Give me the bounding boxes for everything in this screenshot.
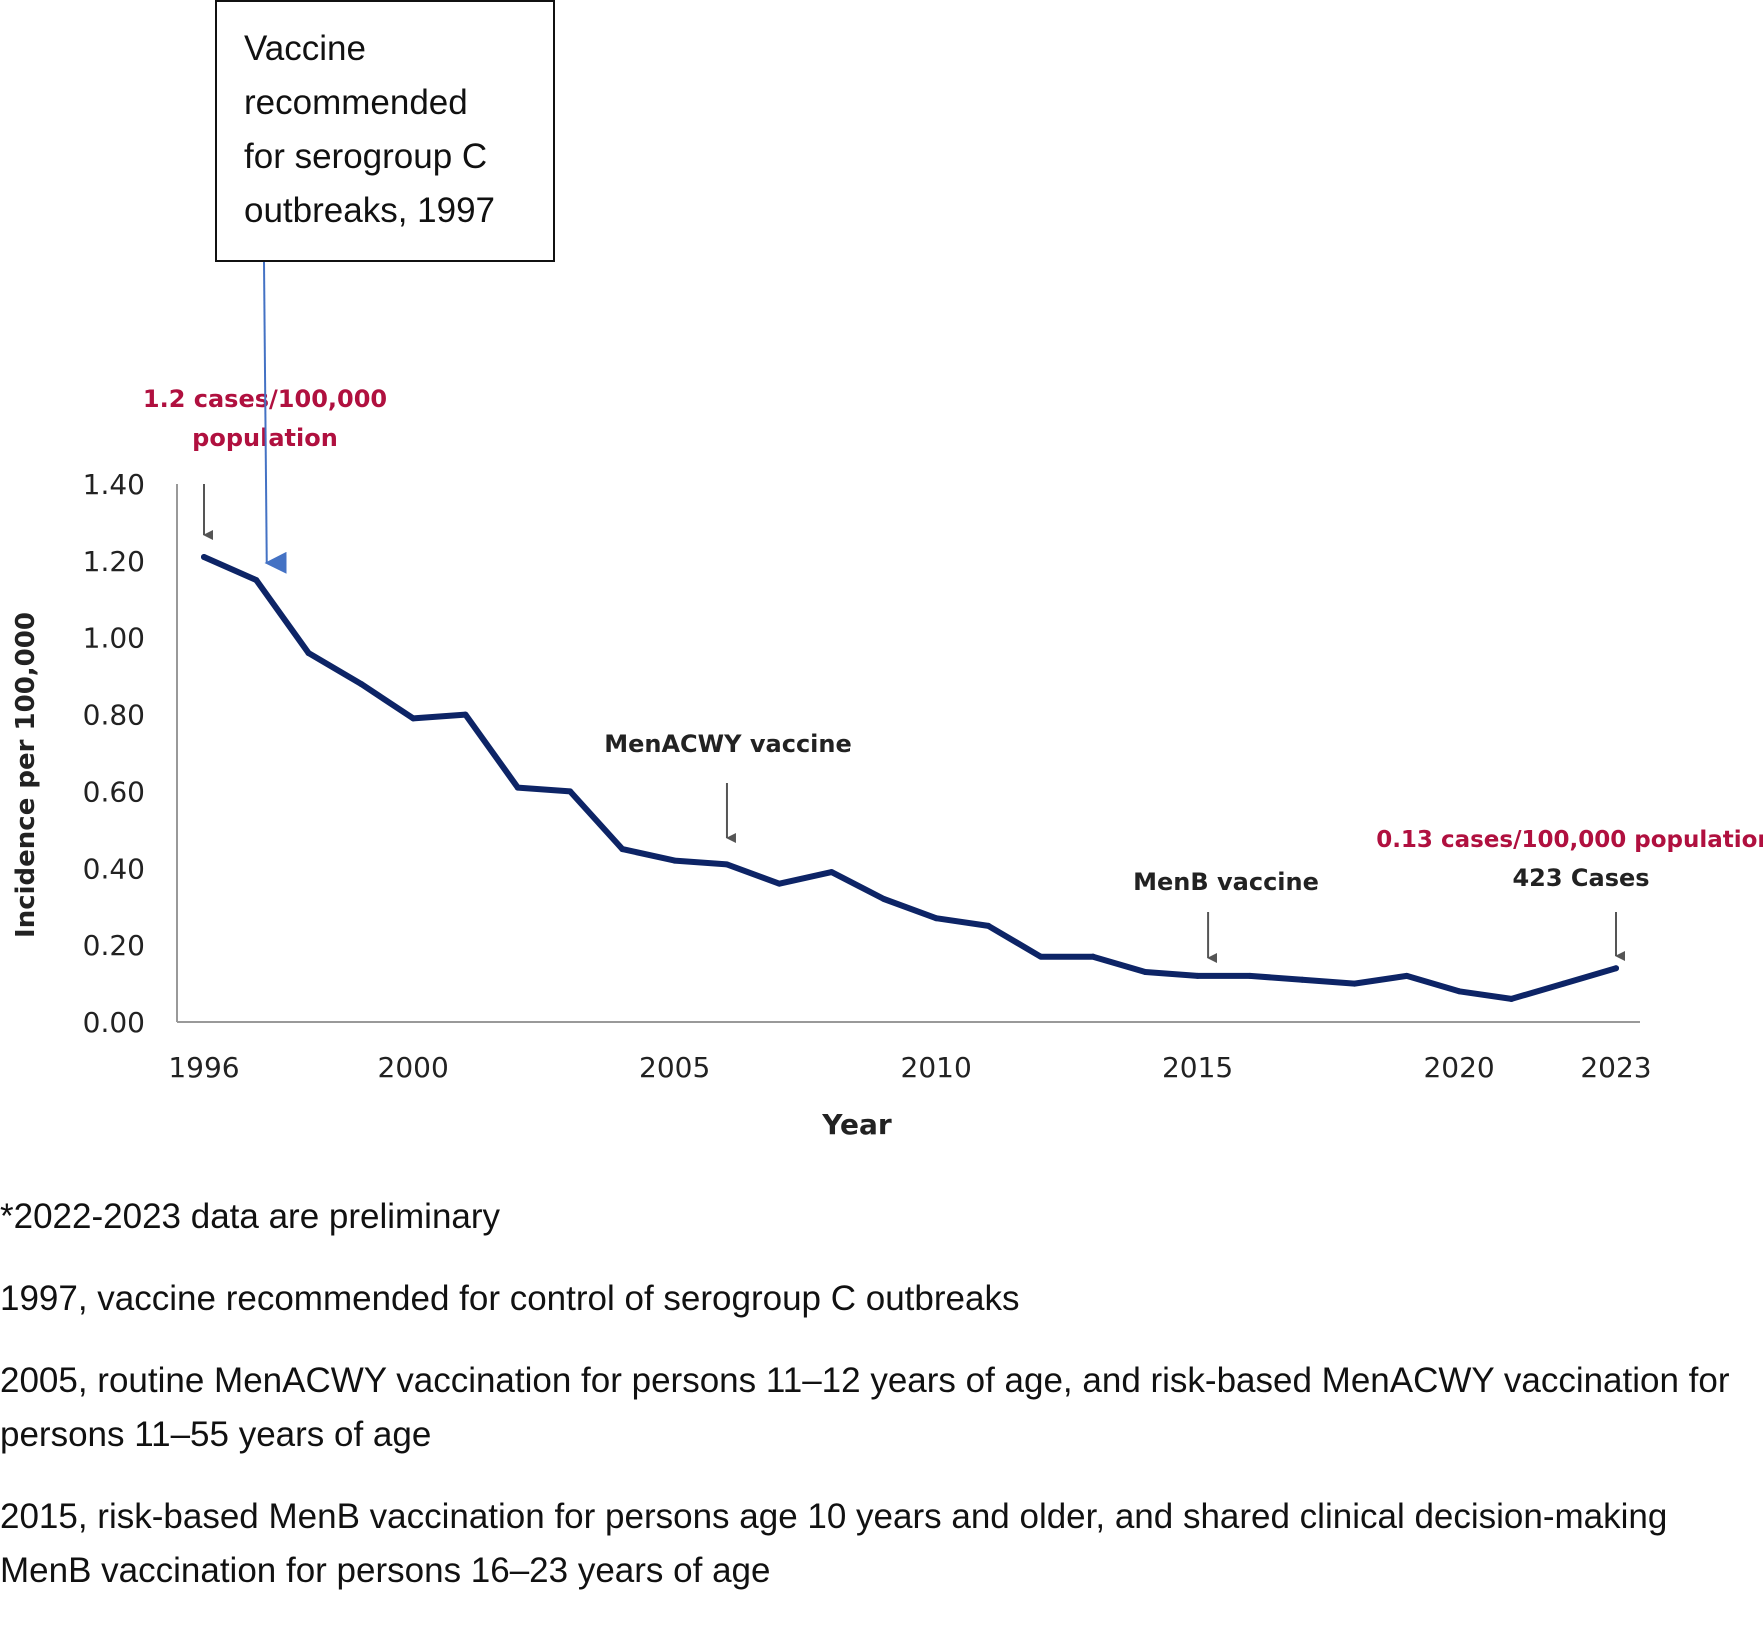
annotation-label-end: 0.13 cases/100,000 population: [1376, 827, 1763, 853]
data-point: [1090, 953, 1097, 960]
x-tick-label: 1996: [168, 1051, 239, 1084]
footnotes: *2022-2023 data are preliminary 1997, va…: [0, 1190, 1760, 1626]
callout-arrow: [263, 261, 287, 574]
footnote-preliminary: *2022-2023 data are preliminary: [0, 1197, 501, 1236]
callout-line: recommended: [244, 83, 468, 122]
axes: [176, 484, 1640, 1023]
data-point: [880, 896, 887, 903]
data-point: [410, 715, 417, 722]
data-point: [776, 880, 783, 887]
annotation-label-menb: MenB vaccine: [1133, 868, 1319, 896]
callout-line: for serogroup C: [244, 137, 488, 176]
y-tick-label: 1.00: [83, 622, 145, 655]
data-point: [1299, 976, 1306, 983]
annotation-label-cases: 423 Cases: [1512, 864, 1649, 892]
data-point: [671, 857, 678, 864]
x-tick-label: 2010: [901, 1051, 972, 1084]
data-point: [723, 861, 730, 868]
y-tick-label: 1.40: [83, 468, 145, 501]
data-point: [828, 869, 835, 876]
y-tick-labels: 0.00 0.20 0.40 0.60 0.80 1.00 1.20 1.40: [83, 468, 145, 1039]
data-point: [1194, 972, 1201, 979]
data-point: [933, 915, 940, 922]
y-tick-label: 0.80: [83, 699, 145, 732]
x-tick-labels: 1996 2000 2005 2010 2015 2020 2023: [168, 1051, 1651, 1084]
data-point: [253, 577, 260, 584]
x-tick-label: 2000: [378, 1051, 449, 1084]
data-point: [462, 711, 469, 718]
x-tick-label: 2005: [639, 1051, 710, 1084]
data-point: [1613, 965, 1619, 972]
y-tick-label: 0.60: [83, 775, 145, 808]
x-axis-label: Year: [821, 1108, 892, 1141]
data-point: [567, 788, 574, 795]
data-point: [1037, 953, 1044, 960]
y-tick-label: 0.00: [83, 1006, 145, 1039]
data-point: [1142, 969, 1149, 976]
x-tick-label: 2015: [1162, 1051, 1233, 1084]
y-tick-label: 1.20: [83, 545, 145, 578]
callout-line: Vaccine: [244, 29, 366, 68]
data-point: [1246, 972, 1253, 979]
x-tick-label: 2020: [1423, 1051, 1494, 1084]
data-point: [357, 680, 364, 687]
data-point: [1456, 988, 1463, 995]
chart: 0.00 0.20 0.40 0.60 0.80 1.00 1.20 1.40 1996 200…: [11, 261, 1763, 1141]
data-point: [985, 922, 992, 929]
footnote-2005: 2005, routine MenACWY vaccination for pe…: [0, 1361, 1730, 1454]
y-axis-label: Incidence per 100,000: [11, 612, 41, 938]
annotation-label-menacwy: MenACWY vaccine: [604, 730, 852, 758]
data-point: [305, 650, 312, 657]
data-point: [619, 846, 626, 853]
footnote-1997: 1997, vaccine recommended for control of…: [0, 1279, 1020, 1318]
footnote-2015: 2015, risk-based MenB vaccination for pe…: [0, 1497, 1668, 1590]
data-point: [514, 784, 521, 791]
data-point: [1351, 980, 1358, 987]
x-tick-label: 2023: [1580, 1051, 1651, 1084]
y-tick-label: 0.40: [83, 852, 145, 885]
callout-line: outbreaks, 1997: [244, 191, 496, 230]
series-layer: [201, 554, 1619, 1002]
series-line: [201, 554, 1619, 1002]
data-point: [1403, 972, 1410, 979]
y-tick-label: 0.20: [83, 929, 145, 962]
data-point: [201, 554, 207, 561]
data-point: [1560, 980, 1567, 987]
data-point: [1508, 995, 1515, 1002]
vaccine-callout-box: Vaccine recommended for serogroup C outb…: [215, 0, 555, 262]
